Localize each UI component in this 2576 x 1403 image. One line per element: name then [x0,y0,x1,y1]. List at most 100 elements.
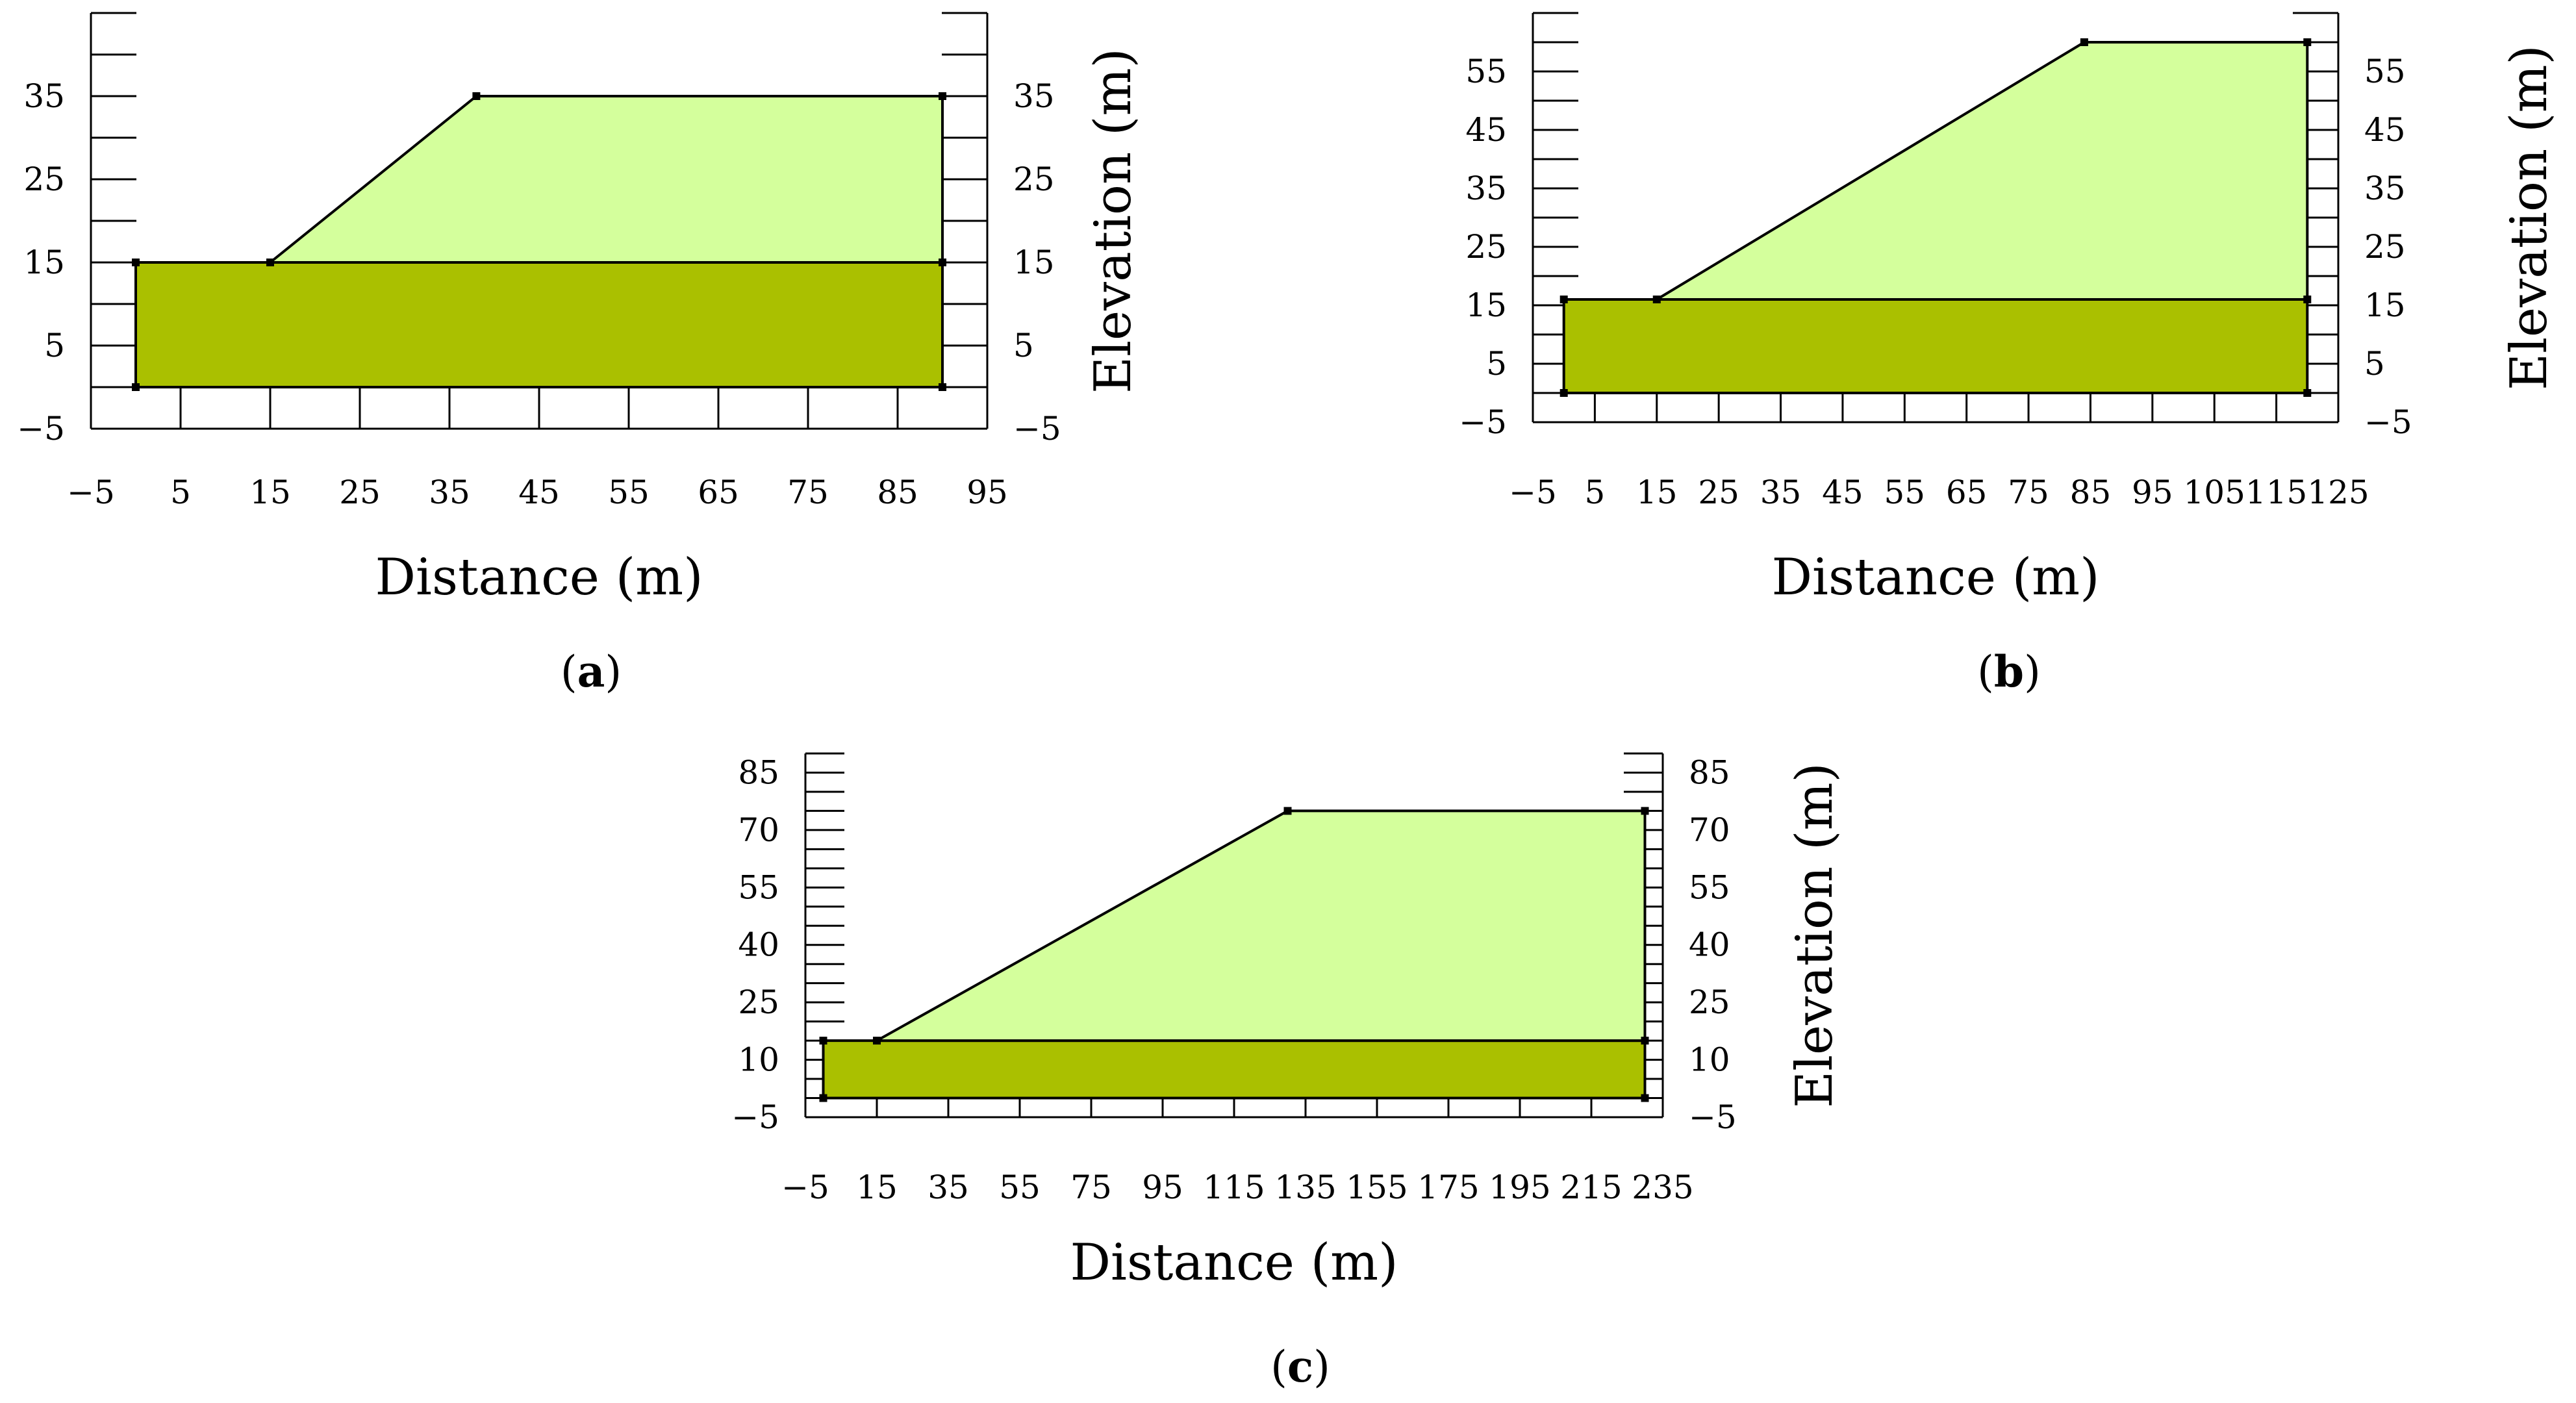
vertex-point [939,259,946,266]
y-axis-title: Elevation (m) [1786,763,1844,1108]
x-tick-label: 75 [2008,474,2049,511]
vertex-point [1559,296,1568,303]
x-tick-label: 55 [1884,474,1925,511]
y-tick-label-right: 40 [1689,926,1730,964]
x-axis-title: Distance (m) [1070,1233,1398,1292]
x-tick-label: −5 [67,474,115,511]
vertex-point [1641,1037,1649,1045]
y-tick-label-left: 55 [738,868,779,906]
y-tick-label-right: 35 [2364,170,2406,207]
y-tick-label-right: 85 [1689,753,1730,791]
x-tick-label: 135 [1274,1169,1336,1206]
x-tick-label: 55 [608,474,650,511]
x-axis-title: Distance (m) [1771,548,2099,607]
y-tick-label-right: 55 [1689,868,1730,906]
vertex-point [1283,807,1292,815]
y-tick-label-left: 5 [1486,345,1507,383]
vertex-point [939,92,946,100]
vertex-point [1641,1094,1649,1102]
vertex-point [939,383,946,391]
y-tick-label-left: 15 [1465,286,1507,324]
x-tick-label: 65 [698,474,739,511]
x-tick-label: 65 [1946,474,1988,511]
caption-letter: c [1287,1341,1314,1392]
x-tick-label: 75 [1070,1169,1112,1206]
x-tick-label: 215 [1560,1169,1622,1206]
y-tick-label-left: 40 [738,926,779,964]
y-tick-label-right: 25 [1689,983,1730,1021]
y-tick-label-left: 25 [23,160,65,198]
y-tick-label-right: 15 [2364,286,2406,324]
x-tick-label: 15 [856,1169,898,1206]
caption-open: ( [1977,647,1994,697]
x-tick-label: 5 [170,474,191,511]
x-tick-label: 175 [1417,1169,1479,1206]
x-tick-label: 45 [518,474,560,511]
x-tick-label: −5 [781,1169,829,1206]
y-tick-label-right: −5 [1013,410,1061,448]
caption-close: ) [1313,1342,1330,1392]
caption-a: (a) [561,646,622,697]
y-tick-label-right: 55 [2364,53,2406,90]
y-tick-label-right: −5 [2364,403,2412,441]
x-tick-label: 35 [1760,474,1802,511]
y-tick-label-right: 5 [1013,327,1034,364]
series-embankment-slope [872,809,1647,1043]
vertex-point [132,259,140,266]
x-axis-title: Distance (m) [375,548,703,607]
x-tick-label: 5 [1584,474,1605,511]
x-tick-label: 25 [1698,474,1739,511]
vertex-point [1652,296,1661,303]
x-tick-label: 85 [877,474,918,511]
y-tick-label-left: 25 [738,983,779,1021]
y-tick-label-left: 5 [44,327,65,364]
y-tick-label-right: 15 [1013,244,1055,281]
vertex-point [2080,38,2088,46]
x-tick-label: 125 [2307,474,2369,511]
caption-c: (c) [1270,1341,1330,1392]
y-tick-label-left: 35 [1465,170,1507,207]
y-tick-label-left: 35 [23,77,65,115]
series-embankment-slope [266,95,944,264]
x-tick-label: 155 [1346,1169,1408,1206]
y-axis-title: Elevation (m) [1084,48,1143,394]
y-tick-label-right: 70 [1689,811,1730,849]
x-tick-label: 25 [339,474,381,511]
x-tick-label: 15 [1636,474,1678,511]
x-tick-label: 55 [999,1169,1041,1206]
x-tick-label: 95 [2132,474,2173,511]
series-foundation-layer [822,1039,1647,1100]
caption-close: ) [2024,647,2041,697]
y-tick-label-left: 85 [738,753,779,791]
x-tick-label: 85 [2070,474,2112,511]
x-tick-label: 45 [1822,474,1863,511]
vertex-point [2303,38,2312,46]
series-foundation-layer [134,261,944,388]
x-tick-label: 15 [249,474,291,511]
x-tick-label: 75 [787,474,829,511]
vertex-point [266,259,274,266]
y-tick-label-right: −5 [1689,1098,1737,1136]
y-tick-label-right: 5 [2364,345,2385,383]
y-tick-label-left: 55 [1465,53,1507,90]
series-foundation-layer [1562,298,2309,394]
vertex-point [873,1037,881,1045]
y-tick-label-right: 45 [2364,111,2406,149]
caption-open: ( [560,647,577,697]
y-tick-label-left: 15 [23,244,65,281]
vertex-point [819,1037,827,1045]
caption-open: ( [1270,1342,1287,1392]
vertex-point [1559,389,1568,397]
caption-b: (b) [1977,646,2041,697]
x-tick-label: 95 [966,474,1008,511]
caption-letter: b [1993,646,2025,697]
vertex-point [2303,296,2312,303]
series-embankment-slope [1652,41,2309,301]
caption-letter: a [577,646,605,697]
y-axis-title: Elevation (m) [2500,45,2558,390]
y-tick-label-left: 25 [1465,228,1507,266]
